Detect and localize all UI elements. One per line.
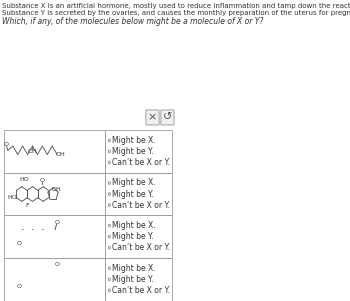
Text: OH: OH <box>51 187 61 192</box>
Circle shape <box>108 246 110 249</box>
Circle shape <box>108 193 110 195</box>
Text: Might be Y.: Might be Y. <box>112 190 154 199</box>
Text: Which, if any, of the molecules below might be a molecule of X or Y?: Which, if any, of the molecules below mi… <box>2 17 263 26</box>
FancyBboxPatch shape <box>4 130 105 173</box>
Text: HO: HO <box>20 177 29 182</box>
FancyBboxPatch shape <box>105 130 172 173</box>
Text: Substance Y is secreted by the ovaries, and causes the monthly preparation of th: Substance Y is secreted by the ovaries, … <box>2 10 350 16</box>
Text: O: O <box>17 284 22 289</box>
Circle shape <box>108 224 110 227</box>
Text: Might be Y.: Might be Y. <box>112 275 154 284</box>
Text: Can’t be X or Y.: Can’t be X or Y. <box>112 158 170 167</box>
Text: Might be Y.: Might be Y. <box>112 147 154 156</box>
Text: Might be Y.: Might be Y. <box>112 232 154 241</box>
Circle shape <box>108 289 110 292</box>
Circle shape <box>108 182 110 185</box>
FancyBboxPatch shape <box>4 215 105 258</box>
FancyBboxPatch shape <box>105 258 172 301</box>
Text: OH: OH <box>28 149 38 154</box>
Text: HO: HO <box>8 195 18 200</box>
Text: Can’t be X or Y.: Can’t be X or Y. <box>112 200 170 209</box>
Text: O: O <box>3 142 8 147</box>
Text: Can’t be X or Y.: Can’t be X or Y. <box>112 243 170 252</box>
FancyBboxPatch shape <box>146 110 159 125</box>
FancyBboxPatch shape <box>4 173 105 215</box>
Text: Might be X.: Might be X. <box>112 178 156 188</box>
Circle shape <box>108 235 110 238</box>
Text: Might be X.: Might be X. <box>112 136 156 145</box>
Circle shape <box>108 161 110 164</box>
Text: O: O <box>55 262 60 267</box>
FancyBboxPatch shape <box>105 173 172 215</box>
Text: Can’t be X or Y.: Can’t be X or Y. <box>112 286 170 295</box>
Text: F: F <box>25 203 29 208</box>
Text: O: O <box>40 178 44 183</box>
FancyBboxPatch shape <box>4 258 105 301</box>
Text: ×: × <box>148 113 157 123</box>
FancyBboxPatch shape <box>161 110 174 125</box>
Circle shape <box>108 139 110 142</box>
Circle shape <box>108 150 110 153</box>
Text: Might be X.: Might be X. <box>112 264 156 273</box>
Circle shape <box>108 278 110 281</box>
Text: O: O <box>55 220 60 225</box>
Text: O: O <box>17 241 22 246</box>
Text: Substance X is an artificial hormone, mostly used to reduce inflammation and tam: Substance X is an artificial hormone, mo… <box>2 3 350 9</box>
Circle shape <box>108 267 110 270</box>
Circle shape <box>108 204 110 206</box>
Text: Might be X.: Might be X. <box>112 221 156 230</box>
Text: OH: OH <box>56 152 66 157</box>
Text: ↺: ↺ <box>163 113 172 123</box>
FancyBboxPatch shape <box>105 215 172 258</box>
